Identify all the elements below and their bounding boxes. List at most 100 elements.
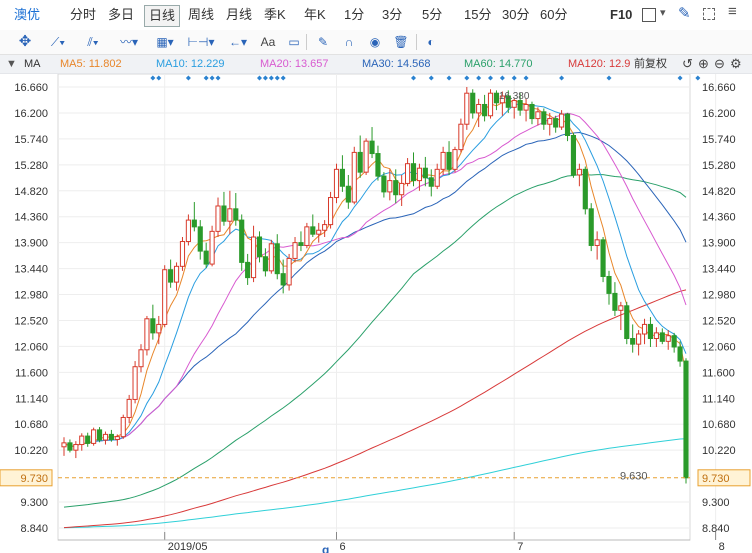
ma-legend-bar: ▼ MA MA5: 11.802 MA10: 12.229 MA20: 13.6… bbox=[0, 55, 752, 74]
f10-button[interactable]: F10 bbox=[610, 7, 633, 22]
pen-icon[interactable]: ✎ bbox=[678, 5, 691, 22]
candle-body bbox=[499, 95, 505, 104]
candle-body bbox=[422, 167, 428, 179]
arrow-icon[interactable]: ←▾ bbox=[228, 35, 248, 49]
candle-body bbox=[173, 265, 180, 283]
ma-toggle[interactable]: MA bbox=[24, 58, 41, 70]
period-tab-0[interactable]: 分时 bbox=[70, 7, 97, 22]
y-tick-label: 16.200 bbox=[14, 108, 48, 120]
menu-icon[interactable]: ≡ bbox=[728, 3, 737, 20]
zoom-in-icon[interactable]: ⊕ bbox=[698, 56, 709, 71]
event-marker bbox=[677, 75, 683, 81]
x-tick-label: 6 bbox=[339, 541, 345, 553]
candle-body bbox=[588, 208, 594, 246]
candle-body bbox=[416, 167, 423, 182]
reset-icon[interactable]: ↺ bbox=[682, 56, 693, 71]
line-draw-icon[interactable]: ⟋▾ bbox=[50, 35, 66, 49]
kline-chart[interactable]: 9.630 16.380 16.660 16.200 15.740 15.280 14.8… bbox=[0, 74, 752, 553]
settings-icon[interactable]: ⚙ bbox=[730, 56, 742, 71]
candle-body bbox=[464, 92, 470, 125]
candle-body bbox=[120, 416, 126, 438]
ma5-line bbox=[63, 99, 687, 448]
range-icon[interactable]: ⊢⊣▾ bbox=[187, 35, 215, 49]
y-tick-label: 9.300 bbox=[20, 497, 48, 509]
y-tick-label: 16.660 bbox=[14, 82, 48, 94]
comment-icon[interactable]: ▭ bbox=[288, 35, 300, 49]
toolbar-divider bbox=[306, 34, 307, 50]
candle-body bbox=[132, 366, 138, 400]
y-tick-label: 15.280 bbox=[702, 160, 736, 172]
candle-body bbox=[333, 168, 340, 199]
candle-body bbox=[576, 168, 582, 176]
period-tab-11[interactable]: 30分 bbox=[502, 7, 530, 22]
ma20-value: MA20: 13.657 bbox=[260, 58, 329, 70]
candle-body bbox=[511, 100, 517, 108]
y-tick-label: 12.060 bbox=[702, 341, 736, 353]
fullscreen-icon[interactable] bbox=[703, 8, 715, 20]
event-marker bbox=[185, 75, 191, 81]
period-tab-3[interactable]: 周线 bbox=[188, 7, 215, 22]
period-tab-4[interactable]: 月线 bbox=[226, 7, 253, 22]
eye-icon[interactable]: ◉ bbox=[369, 35, 381, 49]
channel-draw-icon[interactable]: ⫽▾ bbox=[87, 35, 99, 49]
candle-body bbox=[381, 175, 387, 193]
candle-body bbox=[470, 92, 476, 114]
event-marker bbox=[476, 75, 482, 81]
period-tab-10[interactable]: 15分 bbox=[464, 7, 492, 22]
event-marker bbox=[280, 75, 286, 81]
y-tick-label: 13.900 bbox=[14, 238, 48, 250]
trash-icon[interactable]: 🗑 bbox=[393, 35, 409, 49]
candle-body bbox=[636, 333, 642, 345]
gann-icon[interactable]: ▦▾ bbox=[156, 35, 174, 49]
candle-body bbox=[304, 226, 310, 246]
period-tab-1[interactable]: 多日 bbox=[108, 7, 135, 22]
period-tab-12[interactable]: 60分 bbox=[540, 7, 568, 22]
stock-name-tab[interactable]: 澳优 bbox=[14, 7, 41, 22]
period-tab-9[interactable]: 5分 bbox=[422, 7, 443, 22]
y-tick-label: 8.840 bbox=[20, 523, 48, 535]
ma10-line bbox=[63, 103, 687, 448]
candle-body bbox=[641, 323, 648, 335]
period-tab-7[interactable]: 1分 bbox=[344, 7, 365, 22]
wave-draw-icon[interactable]: 〰▾ bbox=[119, 35, 139, 49]
candle-body bbox=[73, 444, 79, 451]
y-tick-label: 12.980 bbox=[702, 290, 736, 302]
y-tick-label: 9.300 bbox=[702, 497, 730, 509]
y-tick-label: 12.520 bbox=[702, 315, 736, 327]
period-tab-8[interactable]: 3分 bbox=[382, 7, 403, 22]
candle-body bbox=[541, 111, 547, 125]
candle-body bbox=[683, 360, 689, 479]
zoom-out-icon[interactable]: ⊖ bbox=[714, 56, 725, 71]
ma250-line bbox=[63, 438, 687, 529]
magnet-icon[interactable]: ∩ bbox=[344, 35, 354, 49]
pen-icon[interactable]: ✎ bbox=[317, 35, 329, 49]
y-tick-label: 14.820 bbox=[702, 186, 736, 198]
x-tick-label: 7 bbox=[517, 541, 523, 553]
square-icon[interactable] bbox=[642, 8, 656, 22]
y-tick-label: 13.440 bbox=[14, 264, 48, 276]
candle-body bbox=[535, 111, 541, 120]
candle-body bbox=[582, 168, 588, 210]
dropdown-arrow-icon[interactable]: ▾ bbox=[660, 7, 666, 19]
candle-body bbox=[410, 163, 417, 182]
adjust-mode-label[interactable]: 前复权 bbox=[634, 58, 667, 70]
period-tab-5[interactable]: 季K bbox=[264, 7, 286, 22]
collapse-icon[interactable]: ▼ bbox=[6, 58, 17, 70]
y-tick-label: 12.060 bbox=[14, 341, 48, 353]
y-tick-label: 14.360 bbox=[14, 212, 48, 224]
y-tick-label: 11.600 bbox=[702, 367, 735, 379]
toolbar-divider bbox=[416, 34, 417, 50]
candle-body bbox=[215, 205, 221, 232]
event-marker bbox=[256, 75, 262, 81]
event-marker bbox=[446, 75, 452, 81]
ma120-value: MA120: 12.9 bbox=[568, 58, 631, 70]
period-tab-6[interactable]: 年K bbox=[304, 7, 326, 22]
toggle-icon[interactable]: ◐ bbox=[427, 35, 435, 49]
candle-body bbox=[653, 332, 659, 340]
period-tab-2[interactable]: 日线 bbox=[144, 5, 181, 27]
text-icon[interactable]: Aa bbox=[260, 35, 276, 49]
event-marker bbox=[488, 75, 494, 81]
crosshair-icon[interactable]: ✥ bbox=[18, 33, 32, 50]
candle-body bbox=[458, 123, 464, 151]
candle-body bbox=[286, 257, 292, 286]
